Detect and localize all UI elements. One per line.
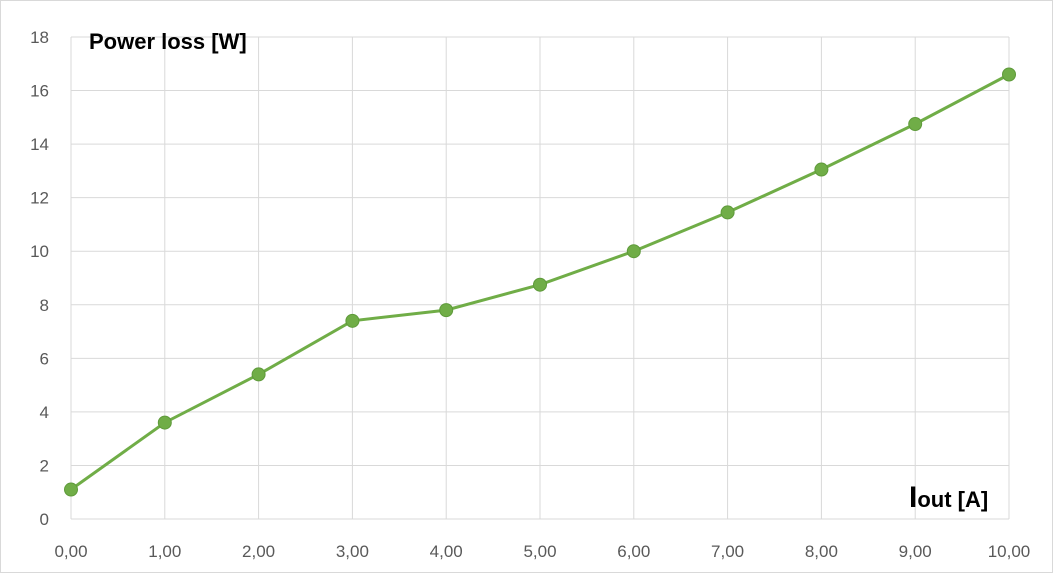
data-point [64,482,78,497]
x-tick-label: 4,00 [430,542,463,561]
y-tick-label: 8 [40,296,49,315]
x-tick-label: 8,00 [805,542,838,561]
data-point [908,117,923,132]
y-tick-label: 18 [30,28,49,47]
data-point [814,162,829,177]
x-axis-title-main: I [909,481,917,514]
y-tick-label: 12 [30,189,49,208]
data-point [1002,67,1016,82]
x-tick-label: 7,00 [711,542,744,561]
data-point [439,303,454,318]
y-tick-label: 16 [30,82,49,101]
y-tick-label: 14 [30,135,49,154]
data-point [626,244,641,259]
x-tick-label: 1,00 [148,542,181,561]
y-tick-label: 4 [40,403,49,422]
x-tick-label: 0,00 [54,542,87,561]
data-point [533,277,547,292]
x-tick-labels: 0,00 1,00 2,00 3,00 4,00 5,00 6,00 7,00 8,00 9,00… [54,542,1030,561]
y-tick-label: 10 [30,242,49,261]
x-tick-label: 5,00 [523,542,556,561]
x-tick-label: 2,00 [242,542,275,561]
y-tick-label: 0 [40,510,49,529]
y-tick-labels: 0 2 4 6 8 10 12 14 16 18 [30,28,49,529]
series-markers [64,67,1016,497]
gridlines [70,36,1010,520]
data-point [157,415,172,430]
x-tick-label: 10,00 [988,542,1031,561]
data-point [345,313,360,328]
x-tick-label: 6,00 [617,542,650,561]
y-axis-title: Power loss [W] [89,29,247,54]
data-point [720,205,735,220]
x-tick-label: 3,00 [336,542,369,561]
x-axis-title-sub: out [A] [917,487,988,512]
y-tick-label: 6 [40,349,49,368]
x-axis-title: Iout [A] [909,481,988,514]
data-point [251,367,266,382]
x-tick-label: 9,00 [899,542,932,561]
y-tick-label: 2 [40,456,49,475]
